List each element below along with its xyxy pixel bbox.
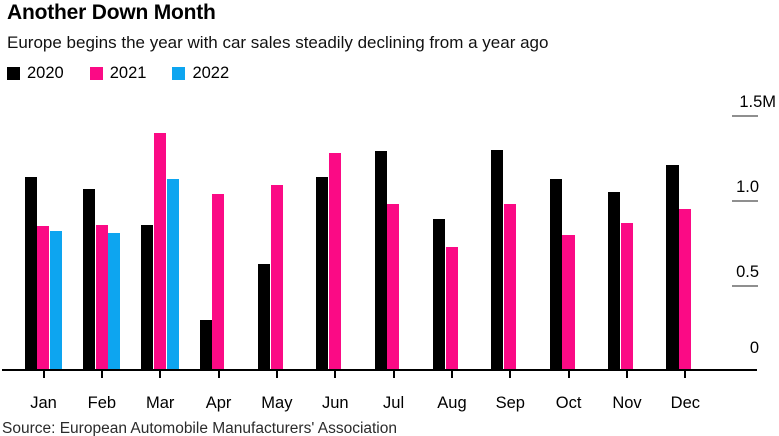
- bar-2020-oct: [549, 178, 562, 369]
- bar-2020-may: [257, 263, 271, 369]
- x-label-sep: Sep: [495, 394, 525, 412]
- y-tick-mark-0.5: [732, 285, 758, 287]
- bar-2020-jul: [374, 151, 387, 369]
- y-tick-mark-1.5m: [732, 115, 758, 117]
- x-label-jun: Jun: [321, 394, 349, 412]
- x-tick-dec: [684, 371, 687, 378]
- bar-2020-mar: [141, 224, 154, 369]
- bar-2020-jun: [316, 176, 329, 369]
- bar-2021-may: [270, 185, 283, 369]
- bar-2021-apr: [212, 193, 225, 369]
- bar-2020-nov: [608, 192, 621, 369]
- y-tick-label-0.5: 0.5: [736, 263, 759, 281]
- legend-item-2022: 2022: [172, 64, 229, 83]
- y-tick-label-1.0: 1.0: [736, 178, 759, 196]
- bar-2020-aug: [432, 219, 446, 369]
- bar-2021-aug: [445, 246, 458, 369]
- legend-swatch-2020-icon: [7, 67, 20, 80]
- x-tick-feb: [100, 371, 103, 378]
- bar-2021-oct: [562, 234, 575, 369]
- legend-swatch-2022-icon: [172, 67, 186, 80]
- x-tick-may: [275, 371, 278, 378]
- bar-2021-jun: [328, 153, 342, 369]
- x-label-mar: Mar: [145, 394, 175, 412]
- x-tick-sep: [509, 371, 512, 378]
- x-label-aug: Aug: [437, 394, 467, 412]
- bar-2022-jan: [49, 231, 63, 369]
- chart-subtitle: Europe begins the year with car sales st…: [7, 33, 549, 52]
- bar-2021-mar: [153, 132, 167, 369]
- bar-2021-dec: [679, 209, 692, 369]
- y-tick-label-0: 0: [749, 339, 759, 357]
- x-label-feb: Feb: [87, 394, 117, 412]
- x-label-dec: Dec: [670, 394, 701, 412]
- plot-area: 1.5M 1.0 0.5 0: [0, 90, 779, 378]
- legend-label-2021: 2021: [109, 64, 147, 82]
- y-tick-mark-1.0: [732, 200, 758, 202]
- x-label-nov: Nov: [612, 394, 642, 412]
- bar-2020-apr: [199, 319, 212, 369]
- bar-2020-sep: [491, 149, 504, 369]
- x-label-oct: Oct: [555, 394, 582, 412]
- x-tick-nov: [626, 371, 628, 378]
- x-axis-labels: Jan Feb Mar Apr May Jun Jul Aug Sep Oct Nov Dec: [0, 394, 779, 416]
- legend-item-2020: 2020: [7, 64, 64, 83]
- x-tick-apr: [217, 371, 220, 378]
- x-tick-oct: [567, 371, 570, 378]
- x-axis-line: [2, 369, 757, 371]
- bar-2022-mar: [166, 178, 179, 369]
- bar-2020-jan: [24, 176, 37, 369]
- y-tick-label-1.5m: 1.5M: [739, 93, 776, 111]
- x-tick-jul: [392, 371, 395, 378]
- legend-swatch-2021-icon: [89, 67, 103, 80]
- x-tick-aug: [450, 371, 453, 378]
- legend-label-2022: 2022: [192, 64, 230, 82]
- x-tick-jun: [334, 371, 337, 378]
- legend: 2020 2021 2022: [7, 64, 229, 83]
- x-label-jul: Jul: [383, 394, 405, 412]
- bar-2020-feb: [82, 188, 96, 369]
- bar-2021-nov: [620, 222, 633, 369]
- bar-2020-dec: [666, 165, 679, 369]
- x-label-may: May: [261, 394, 293, 412]
- legend-item-2021: 2021: [89, 64, 147, 83]
- legend-label-2020: 2020: [27, 64, 64, 82]
- x-label-jan: Jan: [30, 394, 57, 412]
- x-tick-jan: [42, 371, 45, 378]
- x-label-apr: Apr: [205, 394, 232, 412]
- bar-2021-jul: [387, 204, 400, 369]
- page-title: Another Down Month: [7, 1, 216, 24]
- bar-2021-jan: [37, 226, 50, 369]
- bar-2021-sep: [504, 204, 517, 369]
- bar-2021-feb: [95, 224, 108, 369]
- bar-2022-feb: [108, 233, 121, 369]
- x-tick-mar: [159, 371, 162, 378]
- source-note: Source: European Automobile Manufacturer…: [2, 420, 397, 436]
